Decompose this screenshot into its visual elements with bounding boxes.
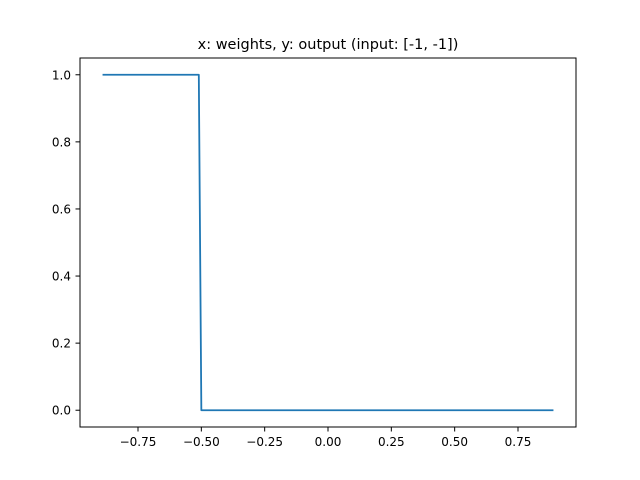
y-tick-label: 0.8 <box>52 135 71 149</box>
y-tick-label: 0.6 <box>52 202 71 216</box>
y-tick-label: 0.0 <box>52 404 71 418</box>
x-tick-label: −0.75 <box>120 435 157 449</box>
y-tick-label: 0.2 <box>52 337 71 351</box>
plot-area-frame <box>79 57 577 428</box>
x-tick-label: −0.50 <box>183 435 220 449</box>
x-tick-label: 0.75 <box>505 435 532 449</box>
y-axis: 0.0 0.2 0.4 0.6 0.8 1.0 <box>52 68 80 418</box>
series-layer <box>102 73 554 412</box>
chart-title: x: weights, y: output (input: [-1, -1]) <box>198 37 459 53</box>
y-tick-label: 0.4 <box>52 270 71 284</box>
x-tick-label: 0.50 <box>441 435 468 449</box>
x-axis: −0.75 −0.50 −0.25 0.00 0.25 0.50 0.75 <box>120 427 532 449</box>
x-tick-label: 0.00 <box>315 435 342 449</box>
x-tick-label: −0.25 <box>246 435 283 449</box>
y-tick-label: 1.0 <box>52 68 71 82</box>
series-line-0 <box>102 73 554 412</box>
x-tick-label: 0.25 <box>378 435 405 449</box>
